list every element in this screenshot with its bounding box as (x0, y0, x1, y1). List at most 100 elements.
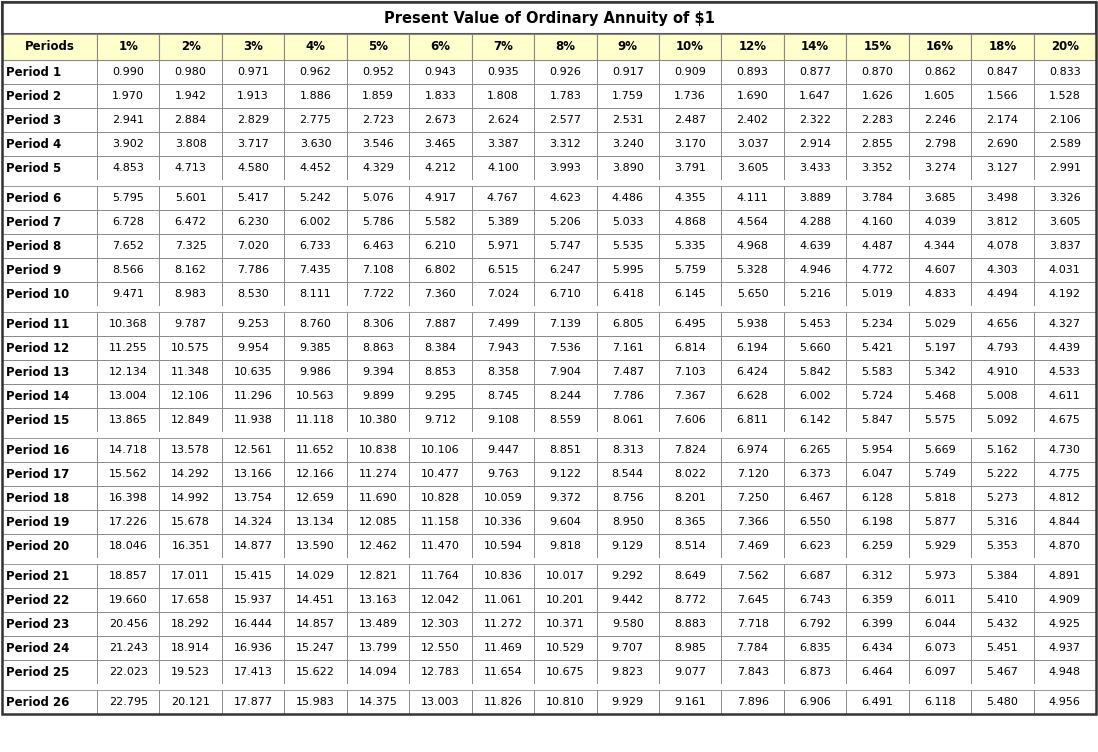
Text: 4.946: 4.946 (799, 265, 831, 275)
Text: 3.889: 3.889 (799, 193, 831, 203)
Bar (721, 336, 784, 360)
Text: 0.833: 0.833 (1049, 67, 1080, 77)
Text: 3.037: 3.037 (737, 139, 769, 149)
Bar (784, 612, 847, 636)
Bar (284, 60, 347, 84)
Text: 5.432: 5.432 (986, 619, 1018, 629)
Text: 4.772: 4.772 (862, 265, 894, 275)
Text: 5.328: 5.328 (737, 265, 769, 275)
Text: 9.129: 9.129 (612, 541, 643, 551)
Bar (2, 186, 1096, 210)
Bar (971, 486, 1033, 510)
Bar (971, 336, 1033, 360)
Text: 4.853: 4.853 (112, 163, 144, 173)
Bar (596, 282, 659, 306)
Text: 4.925: 4.925 (1049, 619, 1080, 629)
Text: 1.736: 1.736 (674, 91, 706, 101)
Bar (534, 408, 596, 432)
Text: 1.859: 1.859 (362, 91, 394, 101)
Bar (2, 60, 1096, 84)
Bar (721, 34, 784, 60)
Bar (284, 510, 347, 534)
Text: 12.849: 12.849 (171, 415, 210, 425)
Text: 11.061: 11.061 (483, 595, 523, 605)
Bar (2, 534, 97, 558)
Bar (472, 186, 534, 210)
Bar (97, 612, 159, 636)
Bar (97, 258, 159, 282)
Bar (284, 690, 347, 714)
Text: 4.303: 4.303 (986, 265, 1018, 275)
Bar (596, 108, 659, 132)
Text: 5.421: 5.421 (862, 343, 894, 353)
Text: Period 13: Period 13 (5, 365, 69, 378)
Text: 9.253: 9.253 (237, 319, 269, 329)
Bar (909, 636, 971, 660)
Text: Period 9: Period 9 (5, 263, 61, 277)
Bar (472, 34, 534, 60)
Bar (909, 282, 971, 306)
Text: 22.795: 22.795 (109, 697, 148, 707)
Bar (2, 132, 97, 156)
Text: 18.046: 18.046 (109, 541, 147, 551)
Bar (472, 108, 534, 132)
Bar (222, 282, 284, 306)
Text: 16.351: 16.351 (171, 541, 210, 551)
Bar (847, 132, 909, 156)
Bar (2, 636, 97, 660)
Bar (2, 612, 97, 636)
Text: 15.415: 15.415 (234, 571, 272, 581)
Bar (472, 564, 534, 588)
Bar (284, 234, 347, 258)
Bar (472, 312, 534, 336)
Bar (847, 534, 909, 558)
Text: 2.531: 2.531 (612, 115, 643, 125)
Text: 15.247: 15.247 (296, 643, 335, 653)
Text: 7.366: 7.366 (737, 517, 769, 527)
Text: 13.489: 13.489 (358, 619, 397, 629)
Text: 3.685: 3.685 (925, 193, 955, 203)
Bar (596, 564, 659, 588)
Text: 8.559: 8.559 (549, 415, 581, 425)
Text: 6.259: 6.259 (862, 541, 894, 551)
Bar (2, 612, 1096, 636)
Text: 14.992: 14.992 (171, 493, 210, 503)
Bar (534, 462, 596, 486)
Text: 13.865: 13.865 (109, 415, 147, 425)
Bar (971, 510, 1033, 534)
Bar (2, 156, 97, 180)
Text: 16.936: 16.936 (234, 643, 272, 653)
Bar (971, 156, 1033, 180)
Text: 10.563: 10.563 (296, 391, 335, 401)
Text: 6.359: 6.359 (862, 595, 894, 605)
Text: 5.234: 5.234 (862, 319, 894, 329)
Bar (971, 186, 1033, 210)
Bar (284, 660, 347, 684)
Text: 3.605: 3.605 (737, 163, 769, 173)
Bar (596, 588, 659, 612)
Bar (2, 2, 1096, 34)
Text: 9.580: 9.580 (612, 619, 643, 629)
Bar (721, 282, 784, 306)
Text: 2.884: 2.884 (175, 115, 206, 125)
Text: 6.434: 6.434 (862, 643, 894, 653)
Text: 14.857: 14.857 (296, 619, 335, 629)
Bar (847, 360, 909, 384)
Bar (721, 438, 784, 462)
Bar (909, 210, 971, 234)
Text: 6.128: 6.128 (862, 493, 894, 503)
Text: 6.044: 6.044 (925, 619, 956, 629)
Text: 5.029: 5.029 (925, 319, 956, 329)
Text: 3.127: 3.127 (986, 163, 1018, 173)
Bar (2, 438, 97, 462)
Text: 2.106: 2.106 (1049, 115, 1080, 125)
Bar (971, 234, 1033, 258)
Text: 9.471: 9.471 (112, 289, 144, 299)
Text: 5.222: 5.222 (986, 469, 1018, 479)
Bar (2, 510, 97, 534)
Bar (347, 210, 410, 234)
Text: 6.974: 6.974 (737, 445, 769, 455)
Text: 6.628: 6.628 (737, 391, 769, 401)
Bar (784, 534, 847, 558)
Bar (534, 186, 596, 210)
